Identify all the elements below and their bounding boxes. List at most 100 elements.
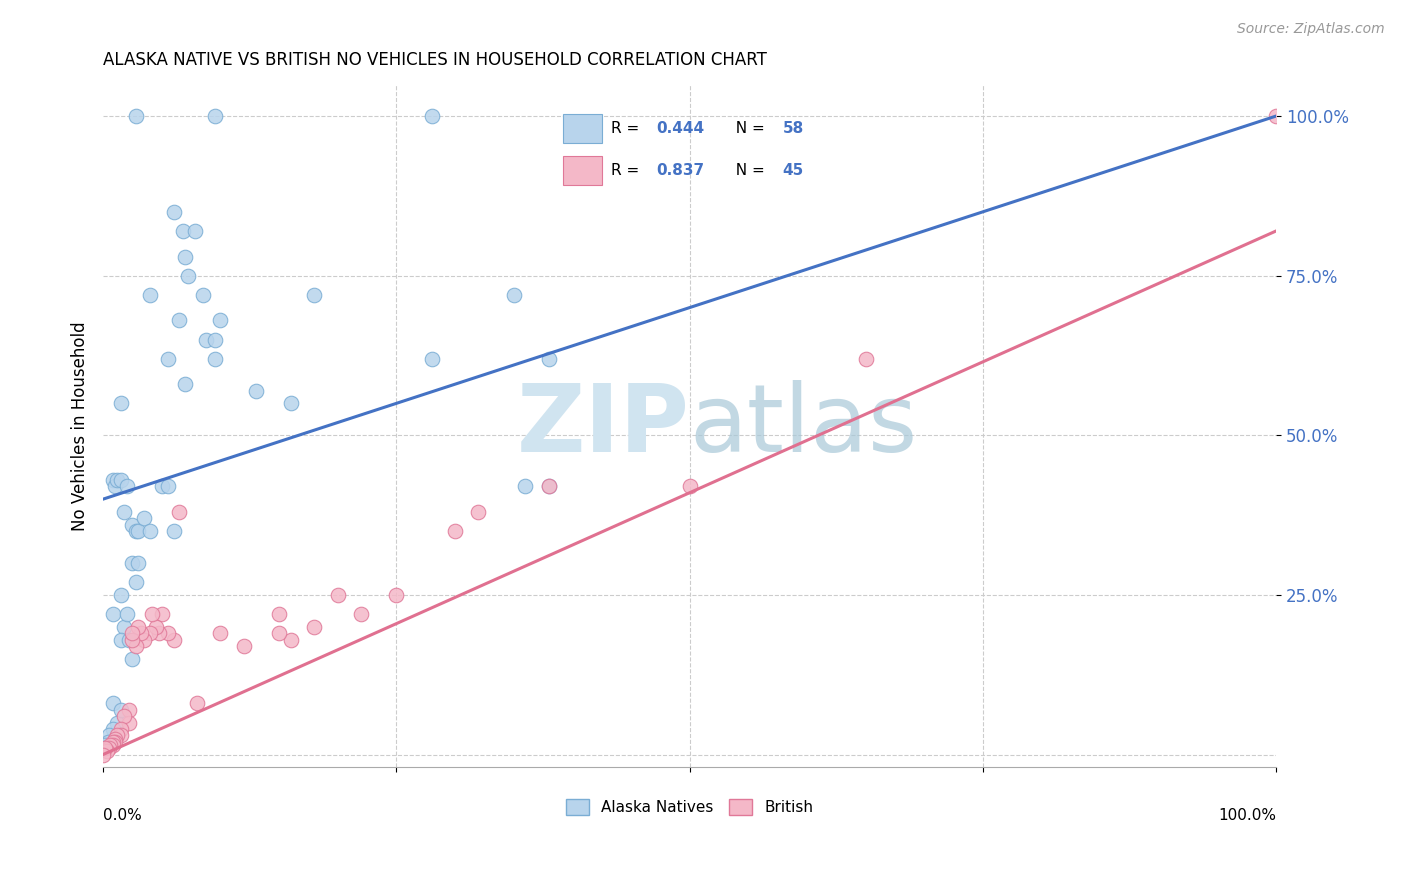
Point	[444, 524, 467, 538]
Point	[169, 505, 191, 519]
Point	[105, 715, 128, 730]
Point	[139, 288, 162, 302]
Point	[94, 738, 117, 752]
Point	[97, 735, 120, 749]
Point	[280, 632, 302, 647]
Point	[326, 588, 349, 602]
Point	[127, 524, 149, 538]
Point	[96, 744, 118, 758]
Point	[232, 639, 254, 653]
Point	[855, 351, 877, 366]
Point	[537, 479, 560, 493]
Point	[91, 747, 114, 762]
Point	[121, 651, 143, 665]
Point	[98, 728, 121, 742]
Legend: Alaska Natives, British: Alaska Natives, British	[560, 793, 820, 822]
Point	[186, 697, 208, 711]
Point	[125, 109, 148, 123]
Point	[162, 204, 184, 219]
Point	[98, 738, 121, 752]
Point	[101, 722, 124, 736]
Point	[420, 109, 443, 123]
Point	[127, 556, 149, 570]
Point	[101, 738, 124, 752]
Text: 0.0%: 0.0%	[103, 808, 142, 823]
Point	[101, 697, 124, 711]
Point	[129, 626, 152, 640]
Point	[112, 505, 135, 519]
Text: ALASKA NATIVE VS BRITISH NO VEHICLES IN HOUSEHOLD CORRELATION CHART: ALASKA NATIVE VS BRITISH NO VEHICLES IN …	[103, 51, 768, 69]
Point	[104, 735, 127, 749]
Point	[110, 728, 132, 742]
Point	[110, 703, 132, 717]
Point	[148, 626, 170, 640]
Point	[110, 588, 132, 602]
Point	[98, 741, 121, 756]
Point	[162, 632, 184, 647]
Point	[537, 479, 560, 493]
Point	[280, 396, 302, 410]
Point	[94, 741, 117, 756]
Point	[678, 479, 700, 493]
Point	[209, 313, 232, 327]
Point	[118, 715, 141, 730]
Point	[156, 626, 179, 640]
Point	[121, 517, 143, 532]
Point	[195, 333, 218, 347]
Point	[134, 632, 156, 647]
Point	[304, 288, 326, 302]
Point	[110, 473, 132, 487]
Point	[104, 731, 127, 746]
Point	[134, 511, 156, 525]
Point	[115, 607, 138, 621]
Point	[204, 351, 226, 366]
Point	[105, 728, 128, 742]
Point	[150, 479, 173, 493]
Point	[169, 313, 191, 327]
Point	[112, 709, 135, 723]
Point	[118, 703, 141, 717]
Text: ZIP: ZIP	[517, 380, 689, 472]
Point	[141, 607, 163, 621]
Point	[204, 333, 226, 347]
Point	[267, 626, 290, 640]
Point	[267, 607, 290, 621]
Point	[156, 479, 179, 493]
Point	[174, 377, 197, 392]
Point	[93, 741, 115, 756]
Text: Source: ZipAtlas.com: Source: ZipAtlas.com	[1237, 22, 1385, 37]
Point	[139, 524, 162, 538]
Point	[105, 473, 128, 487]
Point	[420, 351, 443, 366]
Point	[162, 524, 184, 538]
Point	[537, 351, 560, 366]
Point	[350, 607, 373, 621]
Point	[209, 626, 232, 640]
Point	[204, 109, 226, 123]
Point	[125, 639, 148, 653]
Point	[125, 575, 148, 590]
Point	[150, 607, 173, 621]
Point	[385, 588, 408, 602]
Point	[191, 288, 214, 302]
Point	[156, 351, 179, 366]
Point	[118, 632, 141, 647]
Point	[121, 632, 143, 647]
Point	[115, 479, 138, 493]
Point	[121, 626, 143, 640]
Point	[127, 620, 149, 634]
Point	[112, 620, 135, 634]
Text: atlas: atlas	[689, 380, 918, 472]
Point	[101, 735, 124, 749]
Point	[502, 288, 524, 302]
Point	[101, 607, 124, 621]
Point	[139, 626, 162, 640]
Point	[176, 268, 198, 283]
Point	[467, 505, 489, 519]
Point	[304, 620, 326, 634]
Point	[172, 224, 194, 238]
Point	[145, 620, 167, 634]
Point	[110, 396, 132, 410]
Point	[245, 384, 267, 398]
Point	[1265, 109, 1288, 123]
